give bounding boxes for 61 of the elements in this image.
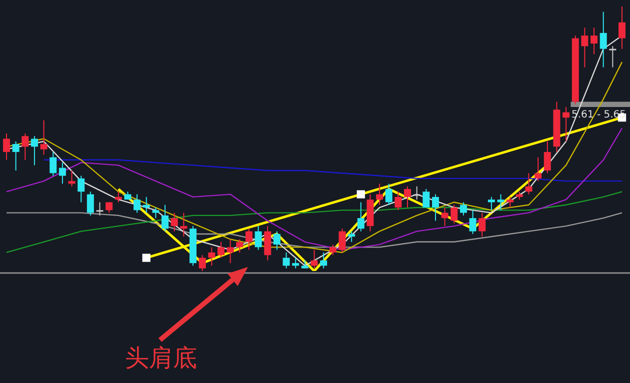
candlestick [282, 252, 290, 269]
candlestick [273, 230, 280, 250]
candlestick [422, 188, 430, 208]
candlestick [618, 6, 626, 50]
candlestick [22, 132, 29, 160]
candlestick [264, 226, 272, 261]
candlestick [180, 212, 188, 238]
candlestick [78, 175, 85, 203]
candlestick [609, 46, 616, 68]
candlestick [96, 202, 104, 216]
candlestick [432, 194, 439, 222]
candlestick [562, 106, 570, 142]
candlestick [292, 257, 300, 269]
candlestick [413, 186, 420, 200]
candlestick [581, 27, 588, 68]
candlestick [497, 194, 504, 211]
candlestick [170, 212, 178, 232]
candlestick [525, 172, 532, 195]
candlestick [506, 196, 514, 208]
candlestick [217, 241, 224, 258]
candlestick [450, 204, 458, 224]
candlestick [357, 202, 364, 232]
candlestick [329, 244, 336, 256]
candlestick [460, 202, 467, 216]
candlestick [226, 238, 234, 264]
candlestick [320, 252, 328, 269]
candlestick [338, 228, 346, 253]
candlestick [50, 151, 57, 176]
candlestick [162, 204, 169, 232]
candlestick [590, 27, 598, 55]
candlestick [544, 140, 551, 174]
candlestick [3, 132, 10, 160]
candlestick [310, 249, 318, 269]
candlestick [488, 196, 495, 211]
candlestick [404, 186, 412, 208]
candlestick [478, 212, 486, 238]
candlestick [534, 156, 542, 182]
candlestick [68, 170, 76, 187]
candlestick [106, 202, 113, 214]
candlestick [254, 226, 262, 250]
candlestick [12, 140, 20, 171]
candlestick [385, 183, 392, 206]
candlestick [152, 207, 160, 219]
candlestick [40, 120, 48, 156]
candlestick [469, 210, 476, 234]
candlestick [114, 191, 122, 203]
candlestick [86, 191, 94, 216]
candlestick [394, 191, 402, 211]
candlestick [245, 228, 252, 250]
candlestick [376, 183, 384, 206]
candlestick [198, 254, 206, 272]
candlestick [58, 162, 66, 184]
candlestick [30, 136, 38, 166]
candlestick [348, 230, 356, 242]
candlestick [208, 246, 216, 266]
candlestick [236, 238, 244, 253]
candlestick [142, 196, 150, 214]
candlestick [134, 194, 141, 214]
candlestick [600, 11, 607, 68]
candlestick [441, 207, 448, 227]
text: 头肩底 [125, 343, 197, 374]
